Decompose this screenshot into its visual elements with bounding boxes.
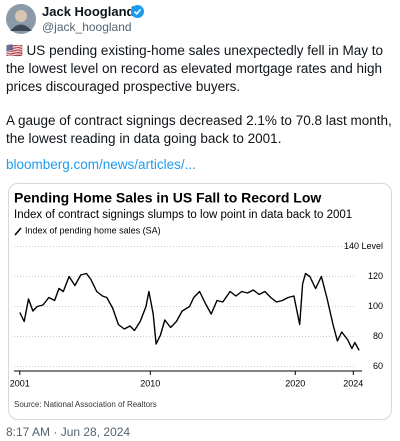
chart: Pending Home Sales in US Fall to Record …: [10, 190, 383, 409]
x-tick-label: 2010: [140, 378, 160, 388]
author-name[interactable]: Jack Hoogland: [42, 4, 135, 19]
tweet-text: A gauge of contract signings decreased 2…: [6, 113, 392, 146]
y-tick-label: 80: [373, 331, 383, 341]
y-tick-label: 120: [368, 271, 383, 281]
timestamp: 8:17 AM · Jun 28, 2024: [6, 425, 131, 439]
author-handle[interactable]: @jack_hoogland: [42, 20, 132, 34]
data-line: [19, 272, 360, 351]
legend-label: Index of pending home sales (SA): [25, 225, 161, 235]
x-tick-label: 2020: [285, 378, 305, 388]
chart-card[interactable]: Pending Home Sales in US Fall to Record …: [8, 183, 392, 420]
chart-source: Source: National Association of Realtors: [14, 400, 157, 409]
y-tick-label: 100: [368, 301, 383, 311]
legend-swatch: [14, 227, 22, 236]
x-tick-label: 2001: [10, 378, 30, 388]
chart-subtitle: Index of contract signings slumps to low…: [14, 209, 352, 221]
y-tick-label: 140 Level: [344, 241, 383, 251]
x-tick-label: 2024: [343, 378, 363, 388]
chart-title: Pending Home Sales in US Fall to Record …: [14, 190, 321, 206]
avatar[interactable]: [6, 4, 36, 34]
tweet-link[interactable]: bloomberg.com/news/articles/...: [6, 157, 196, 172]
y-tick-label: 60: [373, 361, 383, 371]
verified-badge: [131, 5, 144, 18]
tweet-text: 🇺🇸 US pending existing-home sales unexpe…: [6, 43, 384, 94]
